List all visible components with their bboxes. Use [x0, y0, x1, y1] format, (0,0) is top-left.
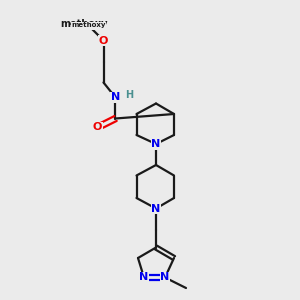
Text: N: N — [152, 203, 160, 214]
Text: N: N — [140, 272, 148, 283]
Text: N: N — [111, 92, 120, 103]
Text: methoxy: methoxy — [71, 22, 106, 28]
Text: methoxy: methoxy — [60, 19, 108, 29]
Text: N: N — [152, 139, 160, 149]
Text: H: H — [125, 89, 133, 100]
Text: N: N — [160, 272, 169, 283]
Text: O: O — [93, 122, 102, 133]
Text: O: O — [99, 35, 108, 46]
